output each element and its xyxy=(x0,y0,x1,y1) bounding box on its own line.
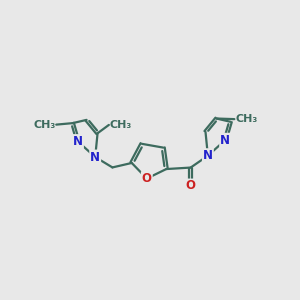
Text: CH₃: CH₃ xyxy=(235,114,257,124)
Text: N: N xyxy=(220,134,230,147)
Text: N: N xyxy=(203,149,213,162)
Text: N: N xyxy=(90,151,100,164)
Text: O: O xyxy=(186,179,196,193)
Text: CH₃: CH₃ xyxy=(33,120,56,130)
Text: O: O xyxy=(142,172,152,185)
Text: CH₃: CH₃ xyxy=(110,120,132,130)
Text: N: N xyxy=(73,135,83,148)
